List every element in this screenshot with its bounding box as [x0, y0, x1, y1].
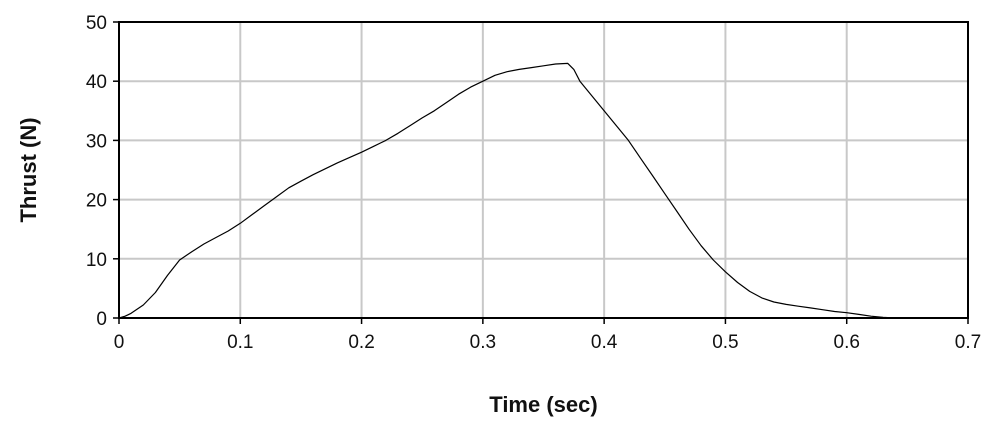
x-tick-labels: 0 0.1 0.2 0.3 0.4 0.5 0.6 0.7	[114, 332, 982, 353]
y-tick-label: 10	[86, 250, 107, 271]
y-axis-title: Thrust (N)	[16, 117, 41, 222]
grid-lines	[119, 22, 968, 318]
x-tick-label: 0	[114, 332, 125, 353]
y-tick-label: 30	[86, 131, 107, 152]
y-tick-labels: 0 10 20 30 40 50	[86, 13, 107, 330]
x-tick-label: 0.7	[955, 332, 981, 353]
x-tick-label: 0.1	[227, 332, 253, 353]
x-tick-label: 0.2	[348, 332, 374, 353]
thrust-series-line	[118, 62, 896, 319]
x-axis-title: Time (sec)	[489, 392, 597, 417]
plot-frame	[118, 21, 969, 319]
y-tick-label: 40	[86, 72, 107, 93]
y-tick-label: 50	[86, 13, 107, 34]
x-tick-label: 0.6	[834, 332, 860, 353]
x-tick-label: 0.4	[591, 332, 618, 353]
x-tick-label: 0.3	[470, 332, 496, 353]
y-tick-label: 0	[96, 309, 107, 330]
series-lines	[118, 62, 896, 319]
y-tick-label: 20	[86, 191, 107, 212]
x-tick-label: 0.5	[712, 332, 738, 353]
